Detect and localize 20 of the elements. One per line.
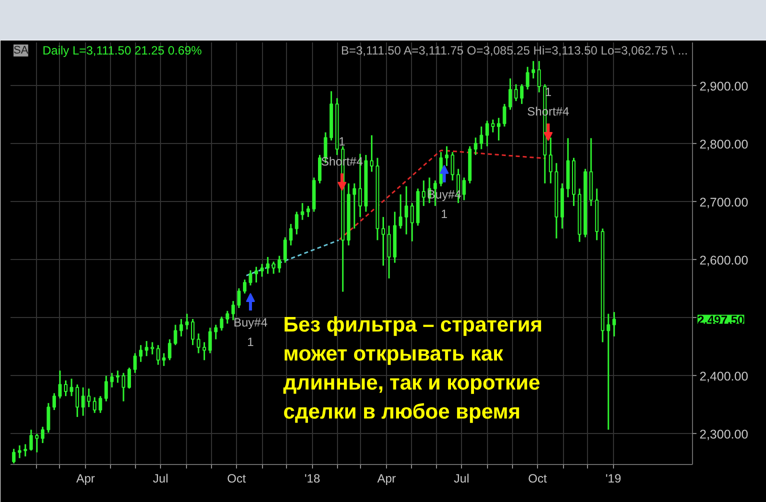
annotation: Buy#4 1 [233,315,268,350]
x-tick-label: Jul [454,472,470,486]
y-tick-label: 2,600.00 [700,253,748,268]
x-tick-label: '18 [304,472,320,486]
x-tick-label: Apr [76,472,95,486]
text: 2,497.50 [698,312,745,327]
y-tick-label: 2,300.00 [700,427,748,442]
chart-subtitle: B=3,111.50 A=3,111.75 O=3,085.25 Hi=3,113.50 Lo=3,062.75 \ ... [341,44,688,58]
x-tick-label: Oct [227,472,246,486]
y-tick-label: 2,800.00 [700,137,748,152]
chart-title: Daily L=3,111.50 21.25 0.69% [42,44,202,58]
annotation: SA [14,44,29,56]
x-tick-label: Oct [528,472,548,486]
y-tick-label: 2,700.00 [700,195,748,210]
y-tick-label: 2,900.00 [700,79,748,94]
annotation: Без фильтра – стратегия может открывать как длинные, так и короткие сделки в любое время [283,313,543,424]
x-tick-label: Jul [152,472,168,486]
y-tick-label: 2,400.00 [700,369,748,384]
x-tick-label: Apr [377,472,396,486]
x-tick-label: '19 [606,472,622,486]
